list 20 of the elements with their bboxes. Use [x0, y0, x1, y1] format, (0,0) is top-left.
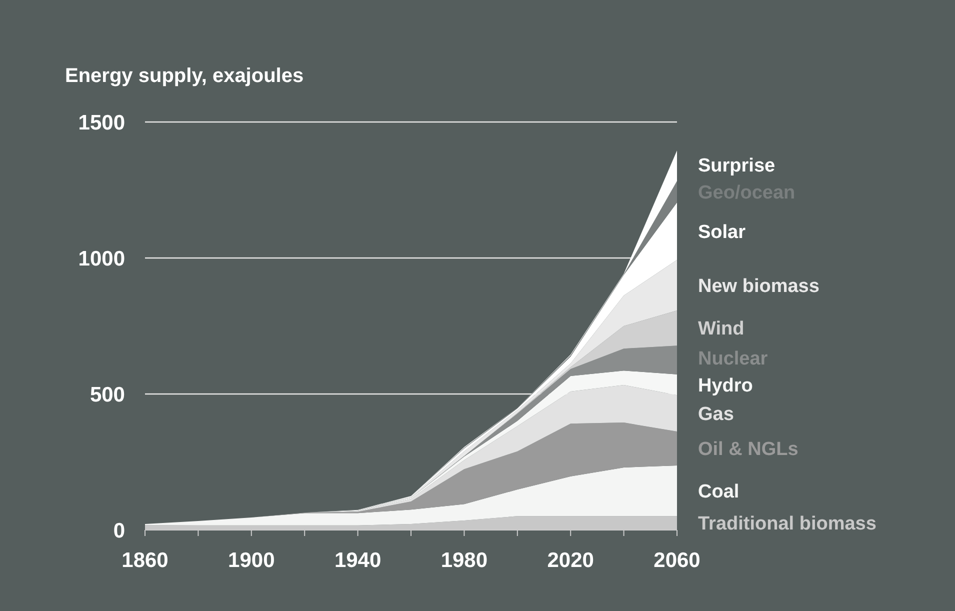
series-label: Gas	[698, 404, 734, 425]
series-label: Solar	[698, 222, 746, 243]
series-label: Surprise	[698, 155, 776, 176]
series-label: New biomass	[698, 276, 820, 297]
y-tick-label: 1500	[78, 111, 125, 134]
x-tick-label: 2020	[547, 549, 594, 572]
series-label: Traditional biomass	[698, 514, 876, 535]
x-tick-label: 1900	[228, 549, 275, 572]
series-label: Hydro	[698, 375, 753, 396]
chart-title: Energy supply, exajoules	[65, 65, 304, 87]
x-tick-label: 1980	[440, 549, 488, 572]
series-label: Oil & NGLs	[698, 439, 798, 460]
y-tick-label: 0	[113, 519, 125, 542]
y-tick-label: 500	[90, 383, 125, 406]
x-tick-label: 1940	[334, 549, 382, 572]
series-label: Coal	[698, 481, 740, 502]
y-tick-label: 1000	[78, 247, 125, 270]
series-label: Wind	[698, 318, 744, 340]
x-tick-label: 1860	[122, 549, 168, 572]
x-tick-label: 2060	[654, 549, 700, 572]
